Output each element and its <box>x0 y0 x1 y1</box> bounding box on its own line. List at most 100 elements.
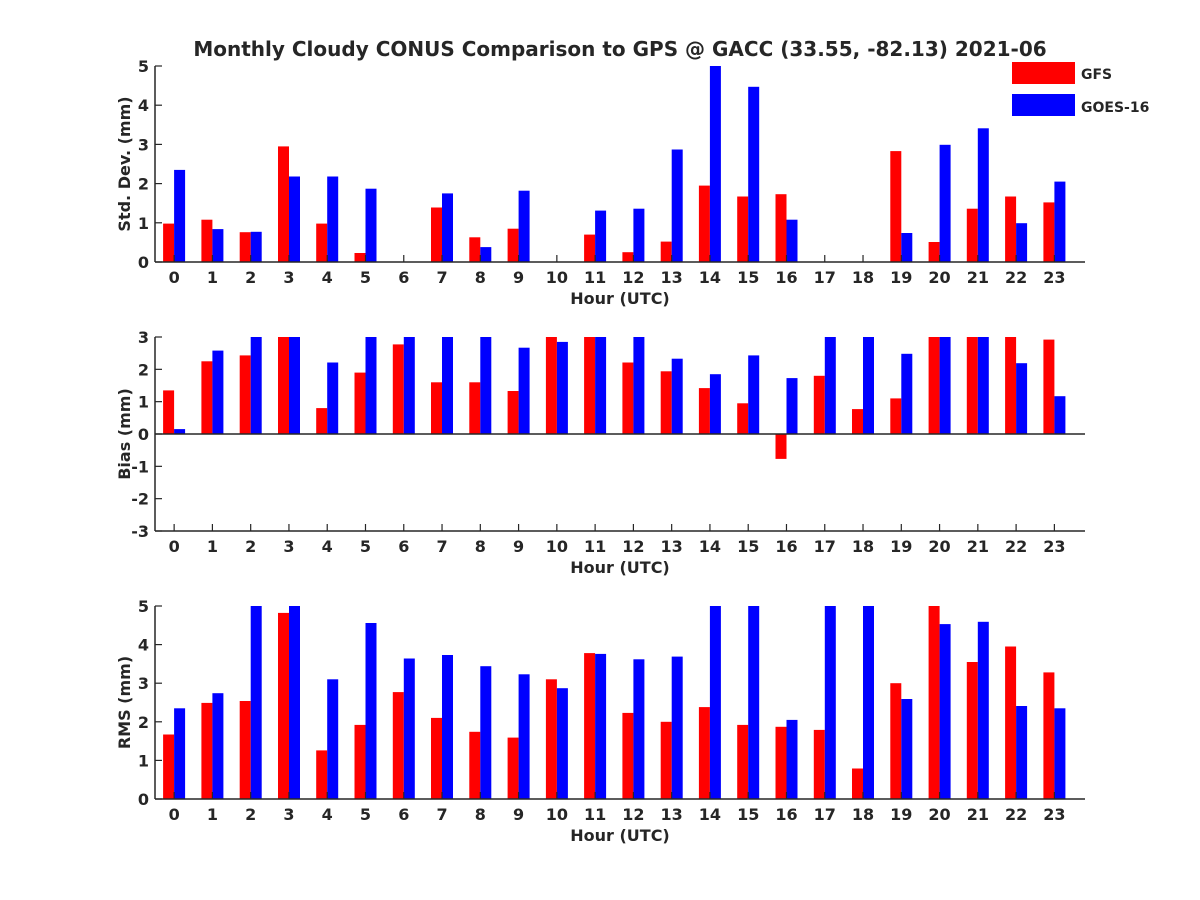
bias-bar-gfs-11 <box>584 337 596 434</box>
rms-x-tick-label: 17 <box>814 805 836 824</box>
bias-x-tick-label: 18 <box>852 537 874 556</box>
bias-y-tick-label: 3 <box>138 328 149 347</box>
std-dev-bar-gfs-13 <box>660 241 672 262</box>
bias-bar-goes16-8 <box>480 337 492 434</box>
rms-bar-gfs-7 <box>431 717 442 799</box>
bias-bar-gfs-7 <box>431 382 442 434</box>
bias-x-tick-label: 7 <box>436 537 447 556</box>
std-dev-x-tick-label: 22 <box>1005 268 1027 287</box>
rms-bar-goes16-12 <box>633 659 645 799</box>
rms-x-tick-label: 2 <box>245 805 256 824</box>
bias-x-tick-label: 0 <box>169 537 180 556</box>
std-dev-x-tick-label: 14 <box>699 268 721 287</box>
bias-x-tick-label: 11 <box>584 537 606 556</box>
bias-x-tick-label: 4 <box>322 537 333 556</box>
std-dev-x-tick-label: 17 <box>814 268 836 287</box>
std-dev-bar-gfs-7 <box>431 207 442 262</box>
std-dev-x-tick-label: 10 <box>546 268 568 287</box>
bias-bar-goes16-23 <box>1054 396 1066 434</box>
bias-bar-gfs-16 <box>775 434 787 459</box>
std-dev-bar-goes16-20 <box>939 144 951 262</box>
rms-x-tick-label: 13 <box>661 805 683 824</box>
std-dev-bar-goes16-3 <box>289 176 300 262</box>
bias-bar-goes16-10 <box>556 341 568 434</box>
bias-bar-gfs-8 <box>469 382 481 434</box>
bias-bar-goes16-16 <box>786 378 798 434</box>
bias-bar-gfs-12 <box>622 362 634 434</box>
rms-bar-goes16-2 <box>250 606 262 799</box>
rms-x-tick-label: 21 <box>967 805 989 824</box>
std-dev-bar-gfs-5 <box>354 253 366 262</box>
rms-bar-gfs-9 <box>507 737 519 799</box>
rms-y-tick-label: 2 <box>138 713 149 732</box>
rms-bar-gfs-2 <box>239 701 251 799</box>
rms-y-tick-label: 1 <box>138 751 149 770</box>
bias-y-tick-label: -1 <box>131 457 149 476</box>
std-dev-x-axis-label: Hour (UTC) <box>570 289 670 308</box>
bias-bar-gfs-21 <box>966 337 978 434</box>
std-dev-y-tick-label: 5 <box>138 57 149 76</box>
std-dev-x-tick-label: 0 <box>169 268 180 287</box>
std-dev-bar-gfs-22 <box>1005 196 1017 262</box>
bias-x-tick-label: 12 <box>622 537 644 556</box>
rms-bar-gfs-0 <box>163 734 175 799</box>
bias-x-tick-label: 21 <box>967 537 989 556</box>
rms-bar-gfs-6 <box>392 692 404 799</box>
bias-bar-gfs-9 <box>507 391 519 434</box>
std-dev-x-tick-label: 21 <box>967 268 989 287</box>
bias-bar-goes16-0 <box>174 429 186 434</box>
std-dev-bar-gfs-0 <box>163 223 175 262</box>
rms-x-tick-label: 18 <box>852 805 874 824</box>
rms-x-tick-label: 20 <box>928 805 950 824</box>
bias-bar-goes16-20 <box>939 337 951 434</box>
std-dev-bar-goes16-8 <box>480 247 492 262</box>
bias-x-tick-label: 14 <box>699 537 721 556</box>
std-dev-x-tick-label: 5 <box>360 268 371 287</box>
bias-y-tick-label: -3 <box>131 522 149 541</box>
bias-x-tick-label: 8 <box>475 537 486 556</box>
std-dev-bar-gfs-8 <box>469 237 481 262</box>
bias-bar-goes16-1 <box>212 350 224 434</box>
bias-bar-goes16-6 <box>403 337 415 434</box>
rms-bar-goes16-11 <box>595 653 607 799</box>
rms-bar-goes16-15 <box>748 606 760 799</box>
bias-bar-goes16-9 <box>518 347 530 434</box>
std-dev-bar-gfs-9 <box>507 228 519 262</box>
rms-bar-gfs-13 <box>660 721 672 799</box>
std-dev-x-tick-label: 7 <box>436 268 447 287</box>
rms-x-tick-label: 16 <box>775 805 797 824</box>
std-dev-x-tick-label: 16 <box>775 268 797 287</box>
bias-y-tick-label: 2 <box>138 360 149 379</box>
rms-bar-goes16-16 <box>786 719 798 799</box>
rms-x-tick-label: 9 <box>513 805 524 824</box>
std-dev-bar-gfs-1 <box>201 219 213 262</box>
rms-bar-gfs-19 <box>890 683 902 799</box>
bias-bar-gfs-6 <box>392 344 404 434</box>
bias-bar-gfs-3 <box>278 337 289 434</box>
bias-x-tick-label: 20 <box>928 537 950 556</box>
bias-bar-goes16-22 <box>1016 363 1028 434</box>
bias-bar-goes16-15 <box>748 355 760 434</box>
rms-bar-gfs-22 <box>1005 646 1017 799</box>
rms-bar-goes16-4 <box>327 679 339 799</box>
std-dev-bar-goes16-23 <box>1054 181 1066 262</box>
bias-y-tick-label: 1 <box>138 393 149 412</box>
std-dev-bar-goes16-5 <box>365 188 377 262</box>
std-dev-x-tick-label: 15 <box>737 268 759 287</box>
std-dev-y-tick-label: 0 <box>138 253 149 272</box>
std-dev-bar-gfs-2 <box>239 232 251 262</box>
std-dev-bar-gfs-12 <box>622 252 634 262</box>
std-dev-bar-goes16-13 <box>671 149 683 262</box>
rms-x-axis-label: Hour (UTC) <box>570 826 670 845</box>
std-dev-bar-goes16-15 <box>748 86 760 262</box>
bias-bar-goes16-12 <box>633 337 645 434</box>
rms-bar-gfs-11 <box>584 653 596 799</box>
bias-x-tick-label: 6 <box>398 537 409 556</box>
std-dev-bar-gfs-19 <box>890 151 902 262</box>
std-dev-bar-goes16-11 <box>595 210 607 262</box>
rms-bar-goes16-5 <box>365 623 377 799</box>
legend-label-goes16: GOES-16 <box>1081 100 1149 116</box>
rms-x-tick-label: 3 <box>283 805 294 824</box>
